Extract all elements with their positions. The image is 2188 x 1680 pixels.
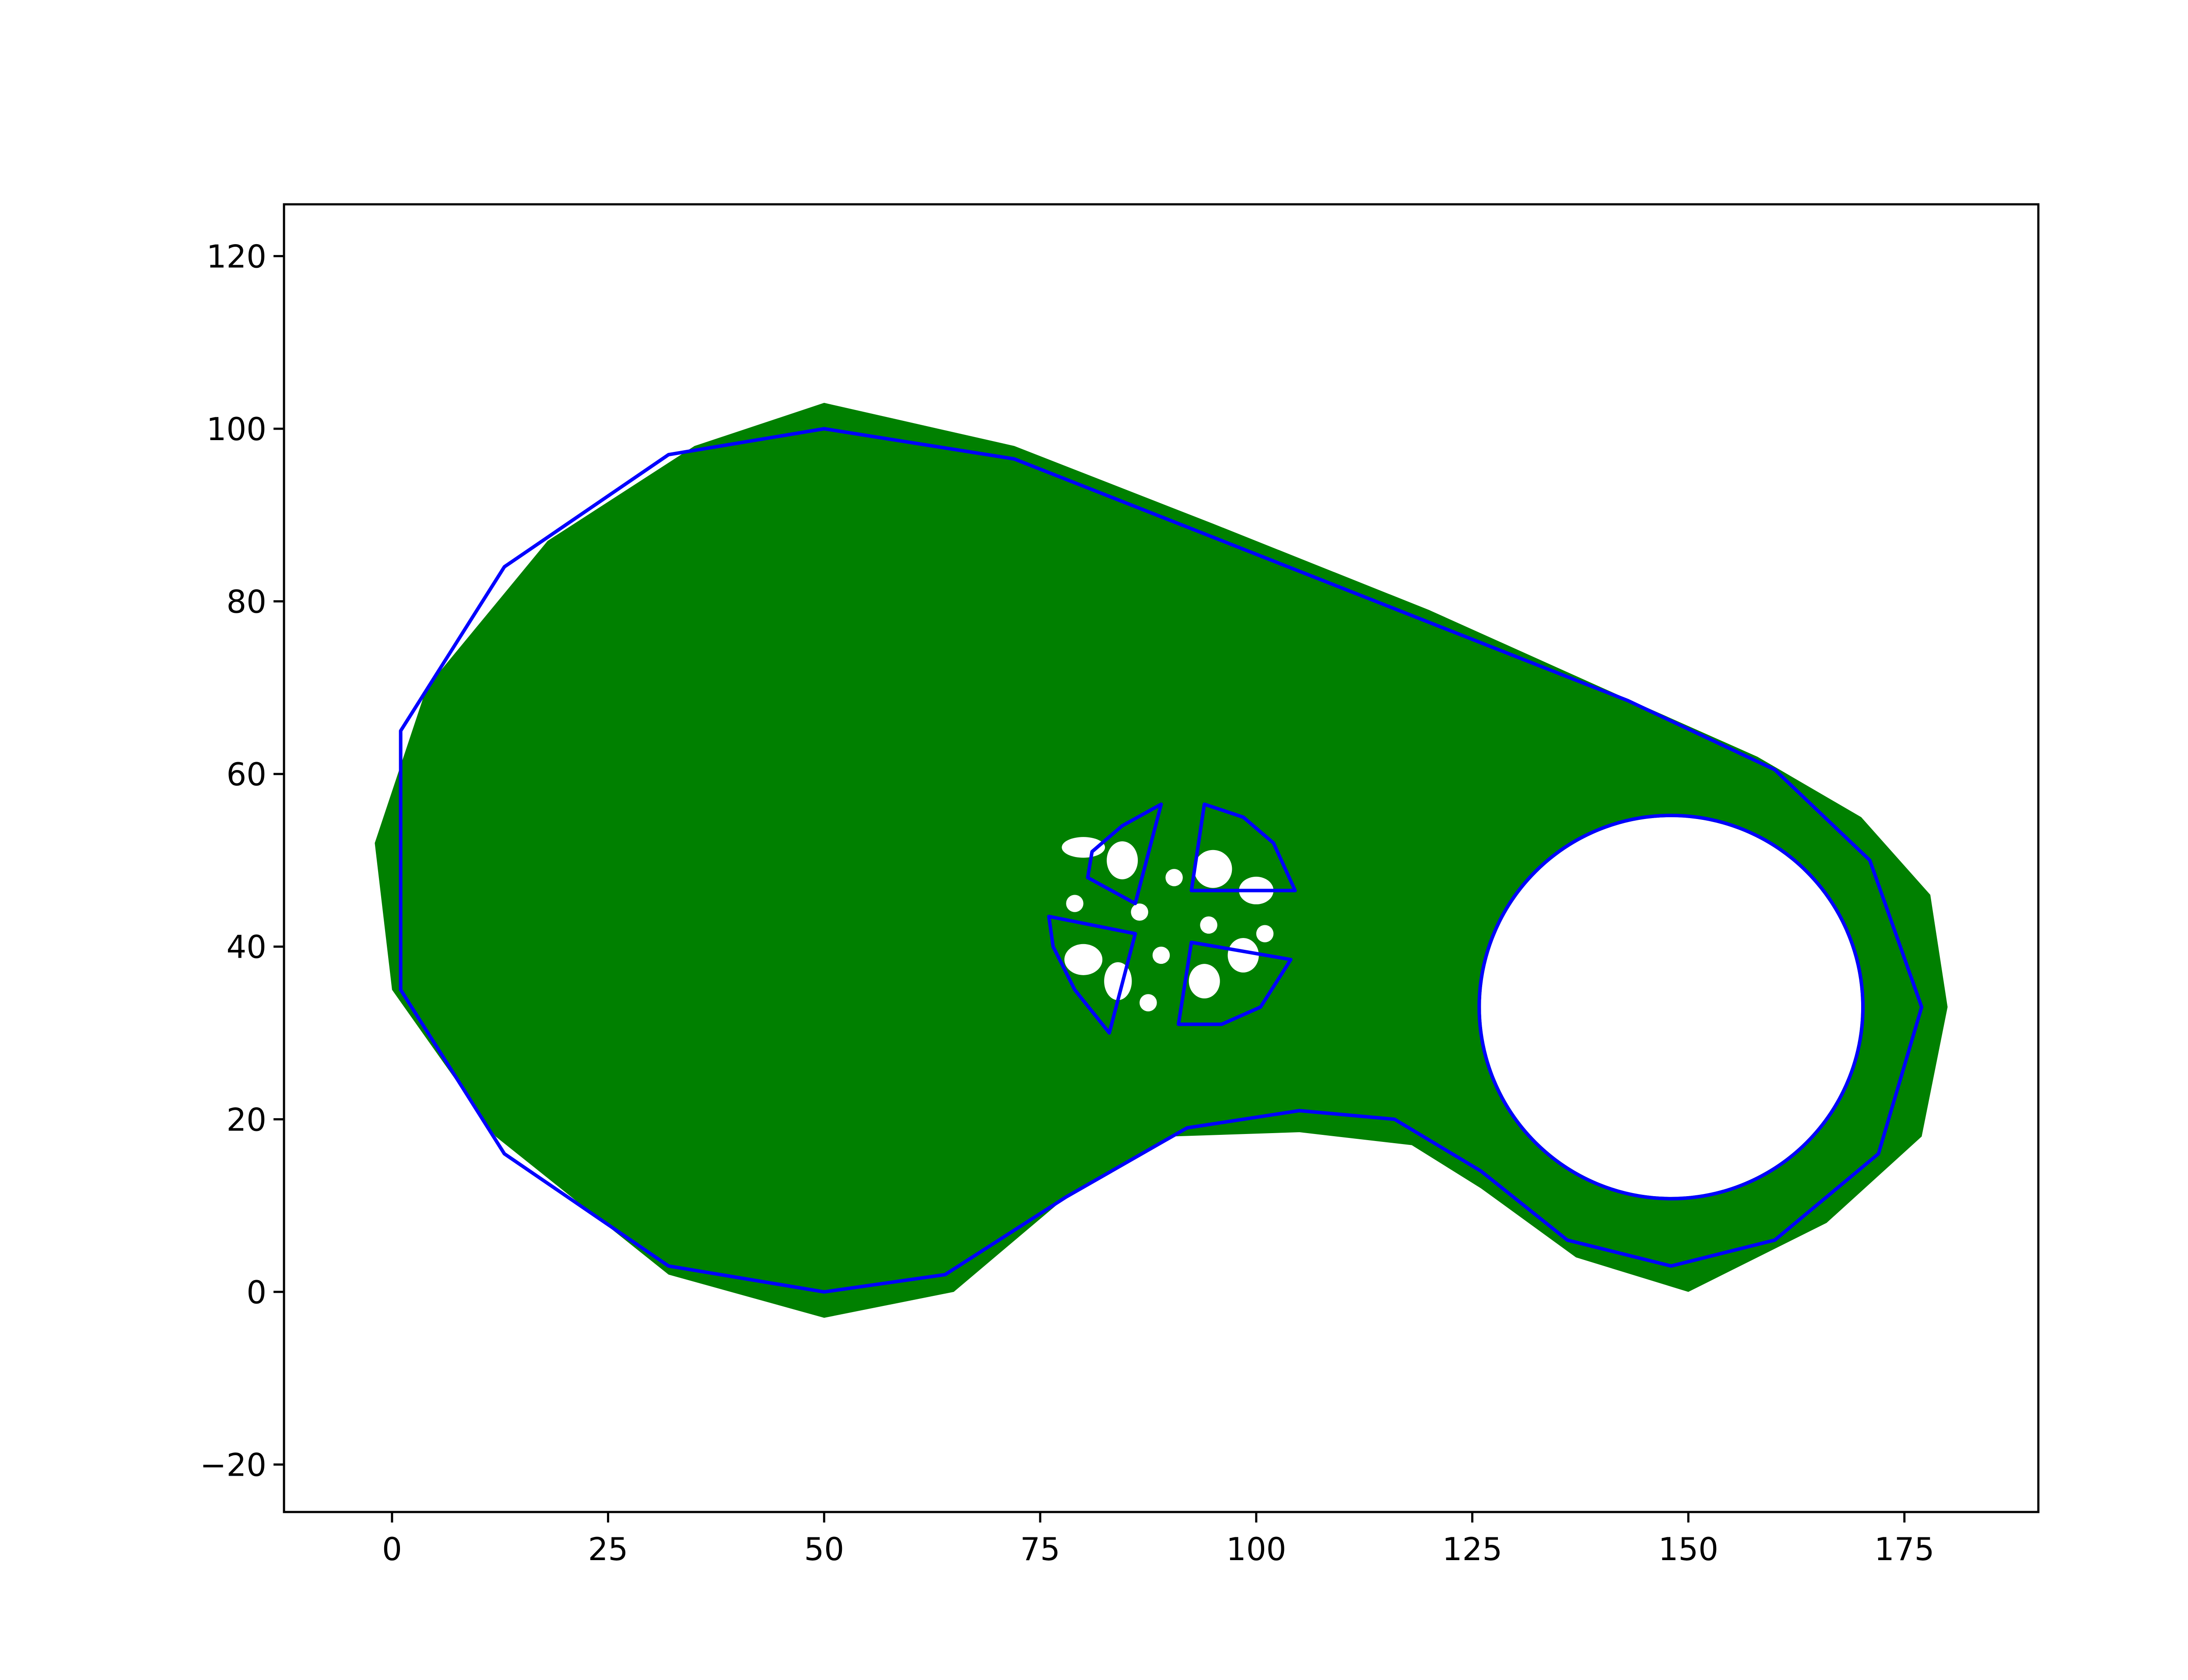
hole-3 xyxy=(1194,850,1232,888)
x-tick-label: 50 xyxy=(804,1531,844,1568)
y-tick-label: 120 xyxy=(207,238,266,275)
hole-11 xyxy=(1131,903,1148,921)
y-tick-label: 20 xyxy=(226,1101,266,1138)
hole-0 xyxy=(1481,817,1862,1197)
y-tick-label: 60 xyxy=(226,756,266,793)
x-tick-label: 150 xyxy=(1658,1531,1718,1568)
blue-sector-2 xyxy=(1047,914,1137,1035)
x-tick-label: 100 xyxy=(1226,1531,1286,1568)
hole-10 xyxy=(1066,895,1083,912)
blue-outline-circle xyxy=(1477,813,1865,1200)
hole-13 xyxy=(1256,925,1274,942)
blue-sector-0 xyxy=(1086,802,1163,906)
data-layer xyxy=(375,402,1948,1318)
x-tick-label: 25 xyxy=(588,1531,628,1568)
y-tick-label: 80 xyxy=(226,584,266,620)
hole-15 xyxy=(1140,994,1157,1012)
hole-1 xyxy=(1062,837,1105,858)
x-tick-label: 0 xyxy=(382,1531,402,1568)
y-tick-label: 0 xyxy=(246,1274,266,1311)
y-tick-label: 40 xyxy=(226,929,266,966)
x-tick-label: 175 xyxy=(1874,1531,1934,1568)
hole-14 xyxy=(1152,946,1170,964)
x-axis: 0 25 50 75 100 125 150 175 xyxy=(382,1512,1935,1568)
y-tick-label: −20 xyxy=(200,1446,266,1483)
hole-5 xyxy=(1064,944,1103,975)
blue-sector-1 xyxy=(1189,802,1297,892)
axes-frame xyxy=(283,203,2040,1513)
blue-sector-3 xyxy=(1177,940,1293,1026)
y-tick-label: 100 xyxy=(207,411,266,448)
hole-2 xyxy=(1107,841,1138,879)
blue-outline-main xyxy=(399,427,1924,1294)
hole-8 xyxy=(1227,938,1259,973)
hole-9 xyxy=(1165,869,1183,886)
hole-7 xyxy=(1189,964,1220,999)
hole-12 xyxy=(1200,916,1217,934)
y-axis: −20 0 20 40 60 80 100 120 xyxy=(200,238,284,1483)
x-tick-label: 125 xyxy=(1442,1531,1502,1568)
x-tick-label: 75 xyxy=(1020,1531,1060,1568)
